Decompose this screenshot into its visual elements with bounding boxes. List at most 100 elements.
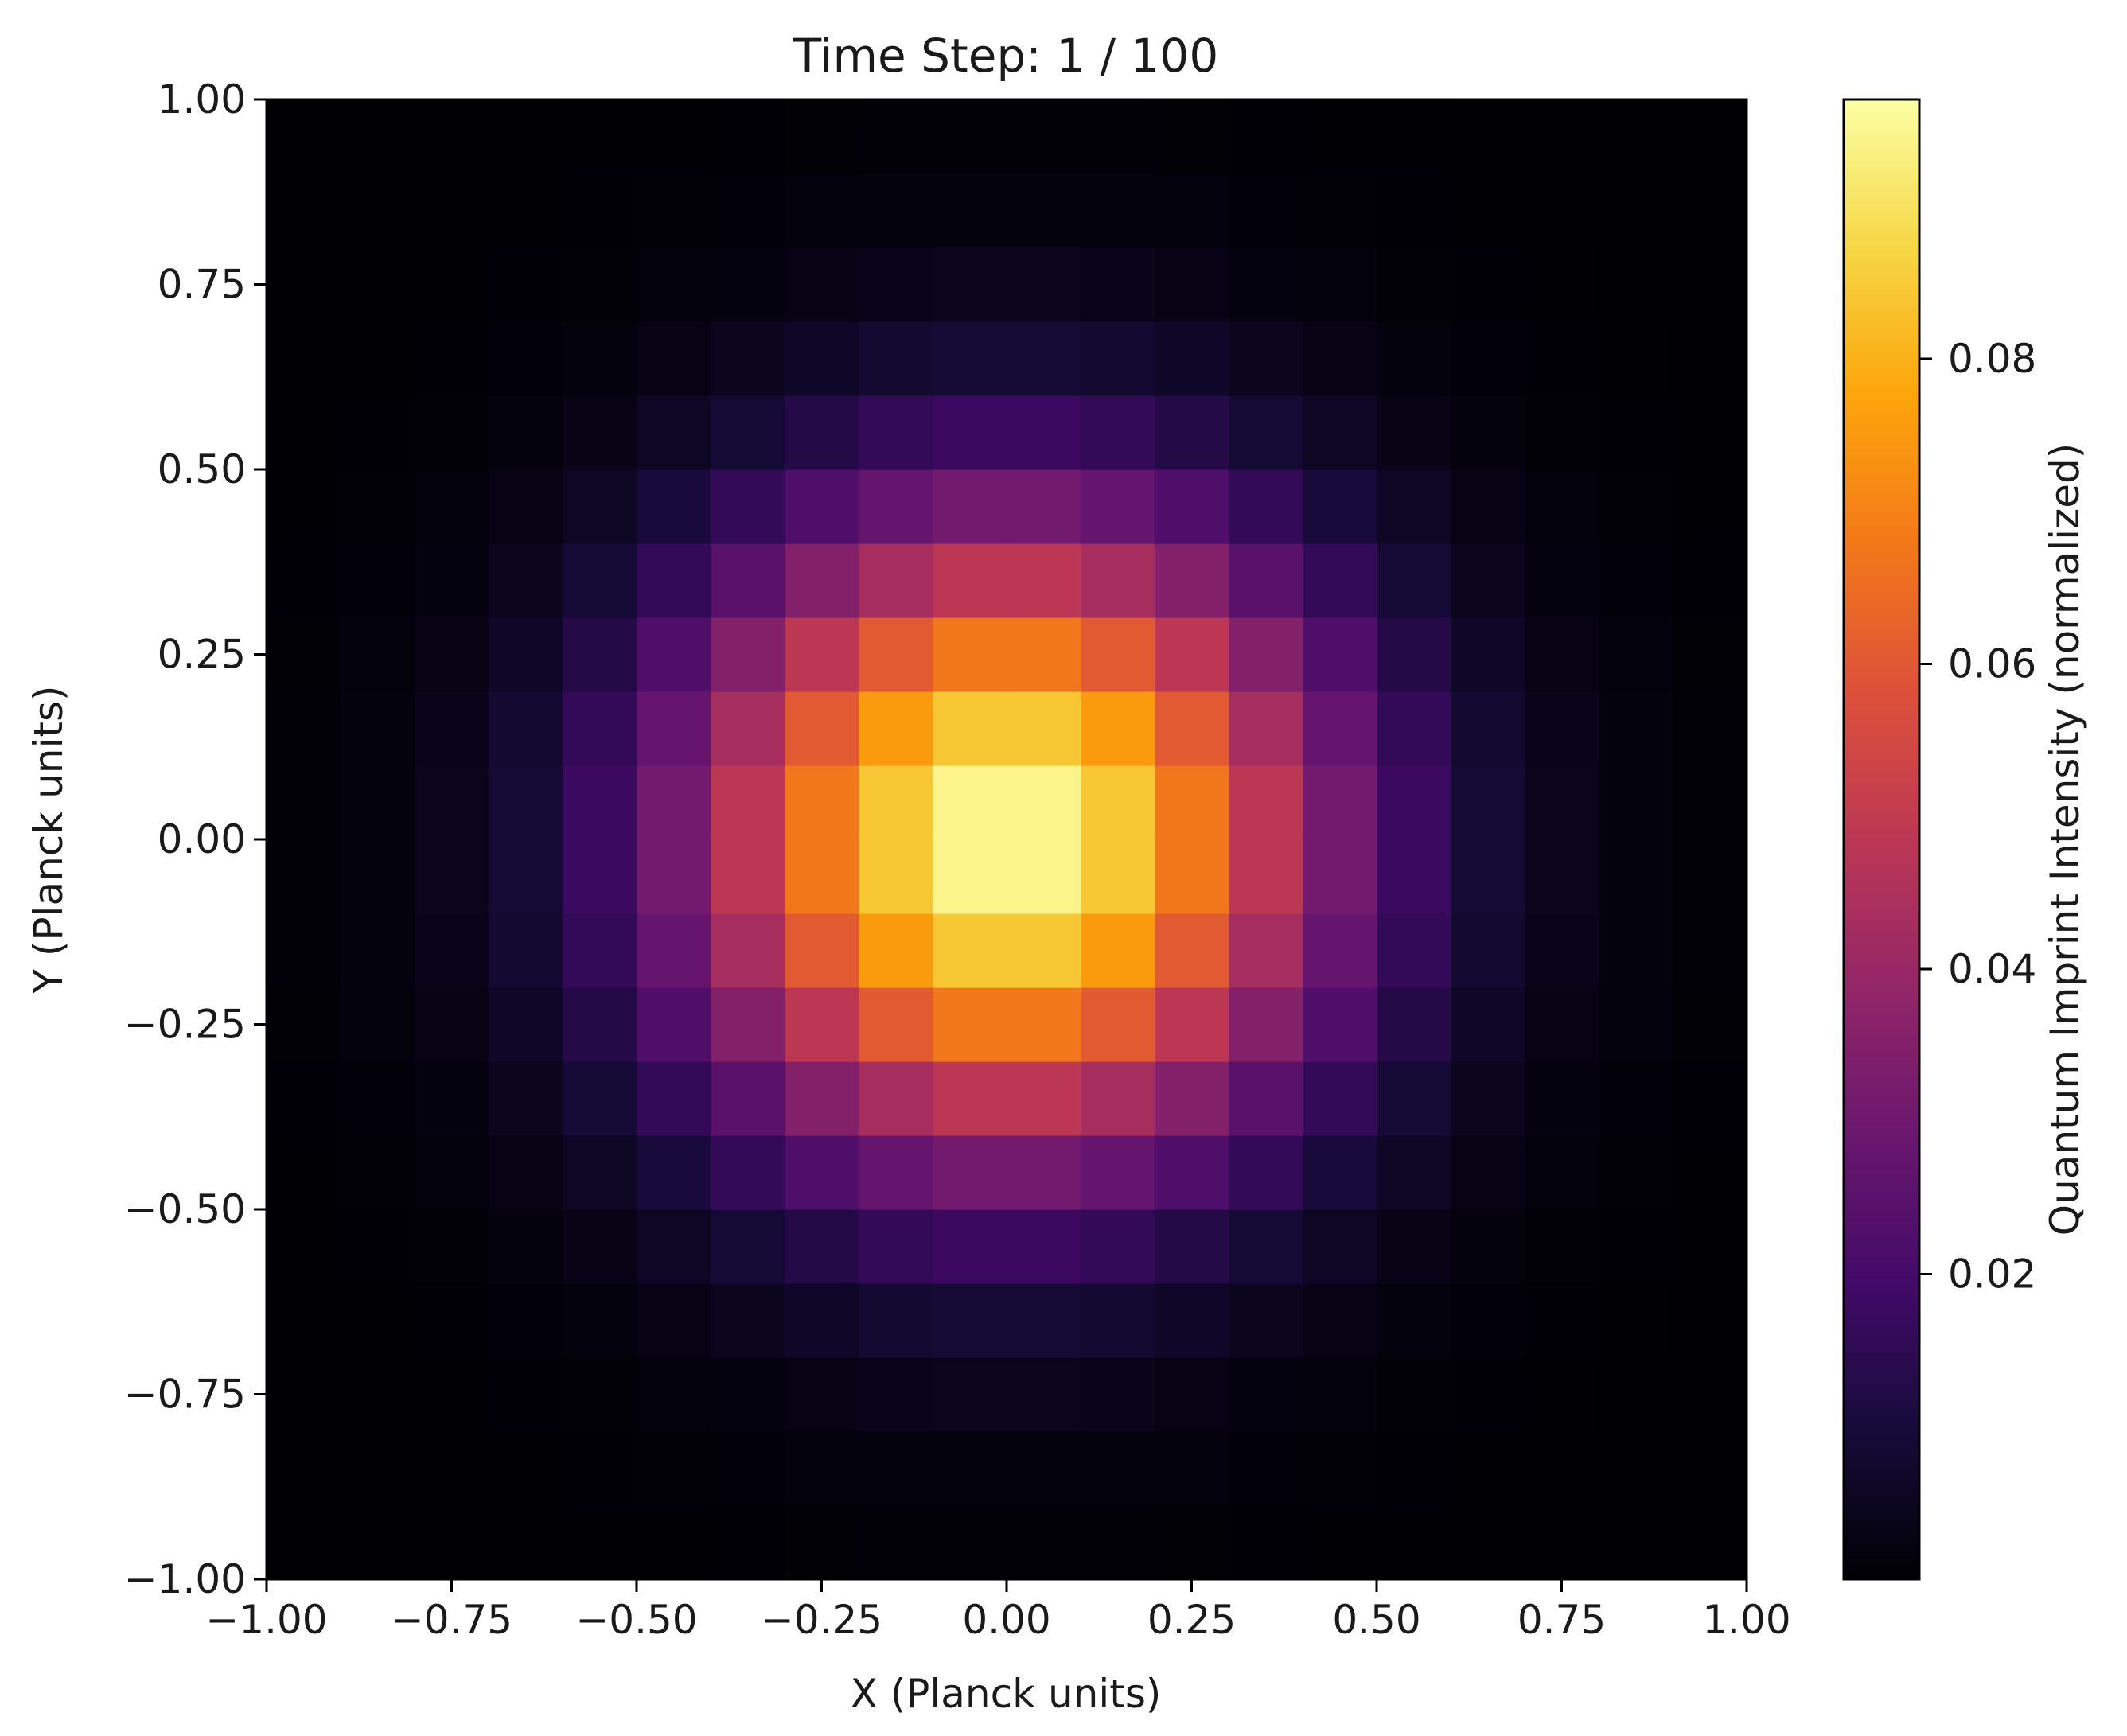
x-tick-label: 0.50 xyxy=(1332,1597,1420,1643)
heatmap-cell xyxy=(1377,395,1451,470)
heatmap-cell xyxy=(563,173,637,248)
heatmap-cell xyxy=(415,1431,489,1506)
heatmap-cell xyxy=(1599,691,1673,766)
heatmap-cell xyxy=(1007,765,1081,840)
heatmap-cell xyxy=(1155,765,1229,840)
heatmap-cell xyxy=(933,321,1007,396)
heatmap-cell xyxy=(1599,1135,1673,1210)
heatmap-cell xyxy=(1599,1357,1673,1432)
heatmap-cell xyxy=(1303,987,1377,1062)
heatmap-cell xyxy=(1377,1505,1451,1580)
heatmap-cell xyxy=(1673,1357,1747,1432)
heatmap-cell xyxy=(563,1283,637,1358)
heatmap-cell xyxy=(1229,1357,1303,1432)
heatmap-cell xyxy=(415,987,489,1062)
heatmap-cell xyxy=(785,987,859,1062)
heatmap-cell xyxy=(489,173,563,248)
heatmap-cell xyxy=(933,469,1007,544)
heatmap-cell xyxy=(1081,395,1155,470)
heatmap-cell xyxy=(785,1505,859,1580)
heatmap-cell xyxy=(563,543,637,618)
heatmap-cell xyxy=(415,247,489,322)
heatmap-cell xyxy=(1451,1135,1525,1210)
heatmap-cell xyxy=(489,691,563,766)
heatmap-cell xyxy=(637,1061,711,1136)
heatmap-cell xyxy=(341,247,415,322)
heatmap-cell xyxy=(1155,1209,1229,1284)
heatmap-cell xyxy=(489,1135,563,1210)
heatmap-cell xyxy=(711,1061,785,1136)
heatmap-cell xyxy=(1451,913,1525,988)
heatmap-cell xyxy=(1081,1283,1155,1358)
x-tick-label: 0.25 xyxy=(1147,1597,1236,1643)
heatmap-cell xyxy=(785,247,859,322)
heatmap-cell xyxy=(1155,247,1229,322)
heatmap-cell xyxy=(1599,247,1673,322)
heatmap-cell xyxy=(1599,765,1673,840)
y-tick-label: 0.75 xyxy=(158,262,246,308)
heatmap-cell xyxy=(711,987,785,1062)
heatmap-cell xyxy=(1599,395,1673,470)
heatmap-cell xyxy=(267,395,341,470)
heatmap-cell xyxy=(859,913,933,988)
heatmap-cell xyxy=(267,691,341,766)
heatmap-cell xyxy=(1377,1135,1451,1210)
heatmap-cell xyxy=(1303,691,1377,766)
heatmap-cell xyxy=(637,1431,711,1506)
heatmap-cell xyxy=(711,99,785,174)
heatmap-cell xyxy=(415,1357,489,1432)
heatmap-cell xyxy=(1673,1505,1747,1580)
heatmap-cell xyxy=(267,321,341,396)
y-tick-label: −0.25 xyxy=(124,1002,246,1048)
heatmap-cell xyxy=(1673,765,1747,840)
heatmap-cell xyxy=(341,99,415,174)
heatmap-cell xyxy=(1081,617,1155,692)
heatmap-cell xyxy=(1155,913,1229,988)
heatmap-cell xyxy=(341,691,415,766)
heatmap-cell xyxy=(1155,691,1229,766)
heatmap-cell xyxy=(1525,913,1599,988)
heatmap-cell xyxy=(859,765,933,840)
heatmap-cell xyxy=(267,1209,341,1284)
heatmap-cell xyxy=(415,1135,489,1210)
heatmap-cell xyxy=(933,765,1007,840)
heatmap-cell xyxy=(1673,543,1747,618)
heatmap-cell xyxy=(563,1061,637,1136)
heatmap-cell xyxy=(1155,1061,1229,1136)
heatmap-cell xyxy=(341,765,415,840)
heatmap-cell xyxy=(415,321,489,396)
heatmap-cell xyxy=(1451,691,1525,766)
heatmap-cell xyxy=(563,691,637,766)
heatmap-cell xyxy=(563,617,637,692)
heatmap-cell xyxy=(267,1135,341,1210)
heatmap-cell xyxy=(1007,1061,1081,1136)
heatmap-cell xyxy=(1599,99,1673,174)
heatmap-cell xyxy=(785,99,859,174)
heatmap-cell xyxy=(1451,395,1525,470)
heatmap-cell xyxy=(711,1283,785,1358)
chart-title: Time Step: 1 / 100 xyxy=(793,29,1218,83)
heatmap-cell xyxy=(711,913,785,988)
heatmap-cell xyxy=(933,913,1007,988)
heatmap-cell xyxy=(711,395,785,470)
heatmap-cell xyxy=(1673,839,1747,914)
heatmap-cell xyxy=(785,543,859,618)
heatmap-cell xyxy=(267,1505,341,1580)
heatmap-cell xyxy=(415,1505,489,1580)
heatmap-cell xyxy=(859,321,933,396)
y-axis-label: Y (Planck units) xyxy=(25,685,72,994)
heatmap-cell xyxy=(489,765,563,840)
colorbar-ticks: 0.08 0.06 0.04 0.02 xyxy=(1919,336,2036,1297)
heatmap-cell xyxy=(1599,1283,1673,1358)
heatmap-cell xyxy=(1673,321,1747,396)
heatmap-cell xyxy=(1377,173,1451,248)
heatmap-cell xyxy=(637,321,711,396)
heatmap-cell xyxy=(1229,99,1303,174)
heatmap-cell xyxy=(1673,1061,1747,1136)
heatmap-cell xyxy=(1229,913,1303,988)
heatmap-cell xyxy=(415,543,489,618)
heatmap-cell xyxy=(1229,543,1303,618)
heatmap-cell xyxy=(1081,321,1155,396)
heatmap-cell xyxy=(1525,691,1599,766)
heatmap-cell xyxy=(1451,1357,1525,1432)
